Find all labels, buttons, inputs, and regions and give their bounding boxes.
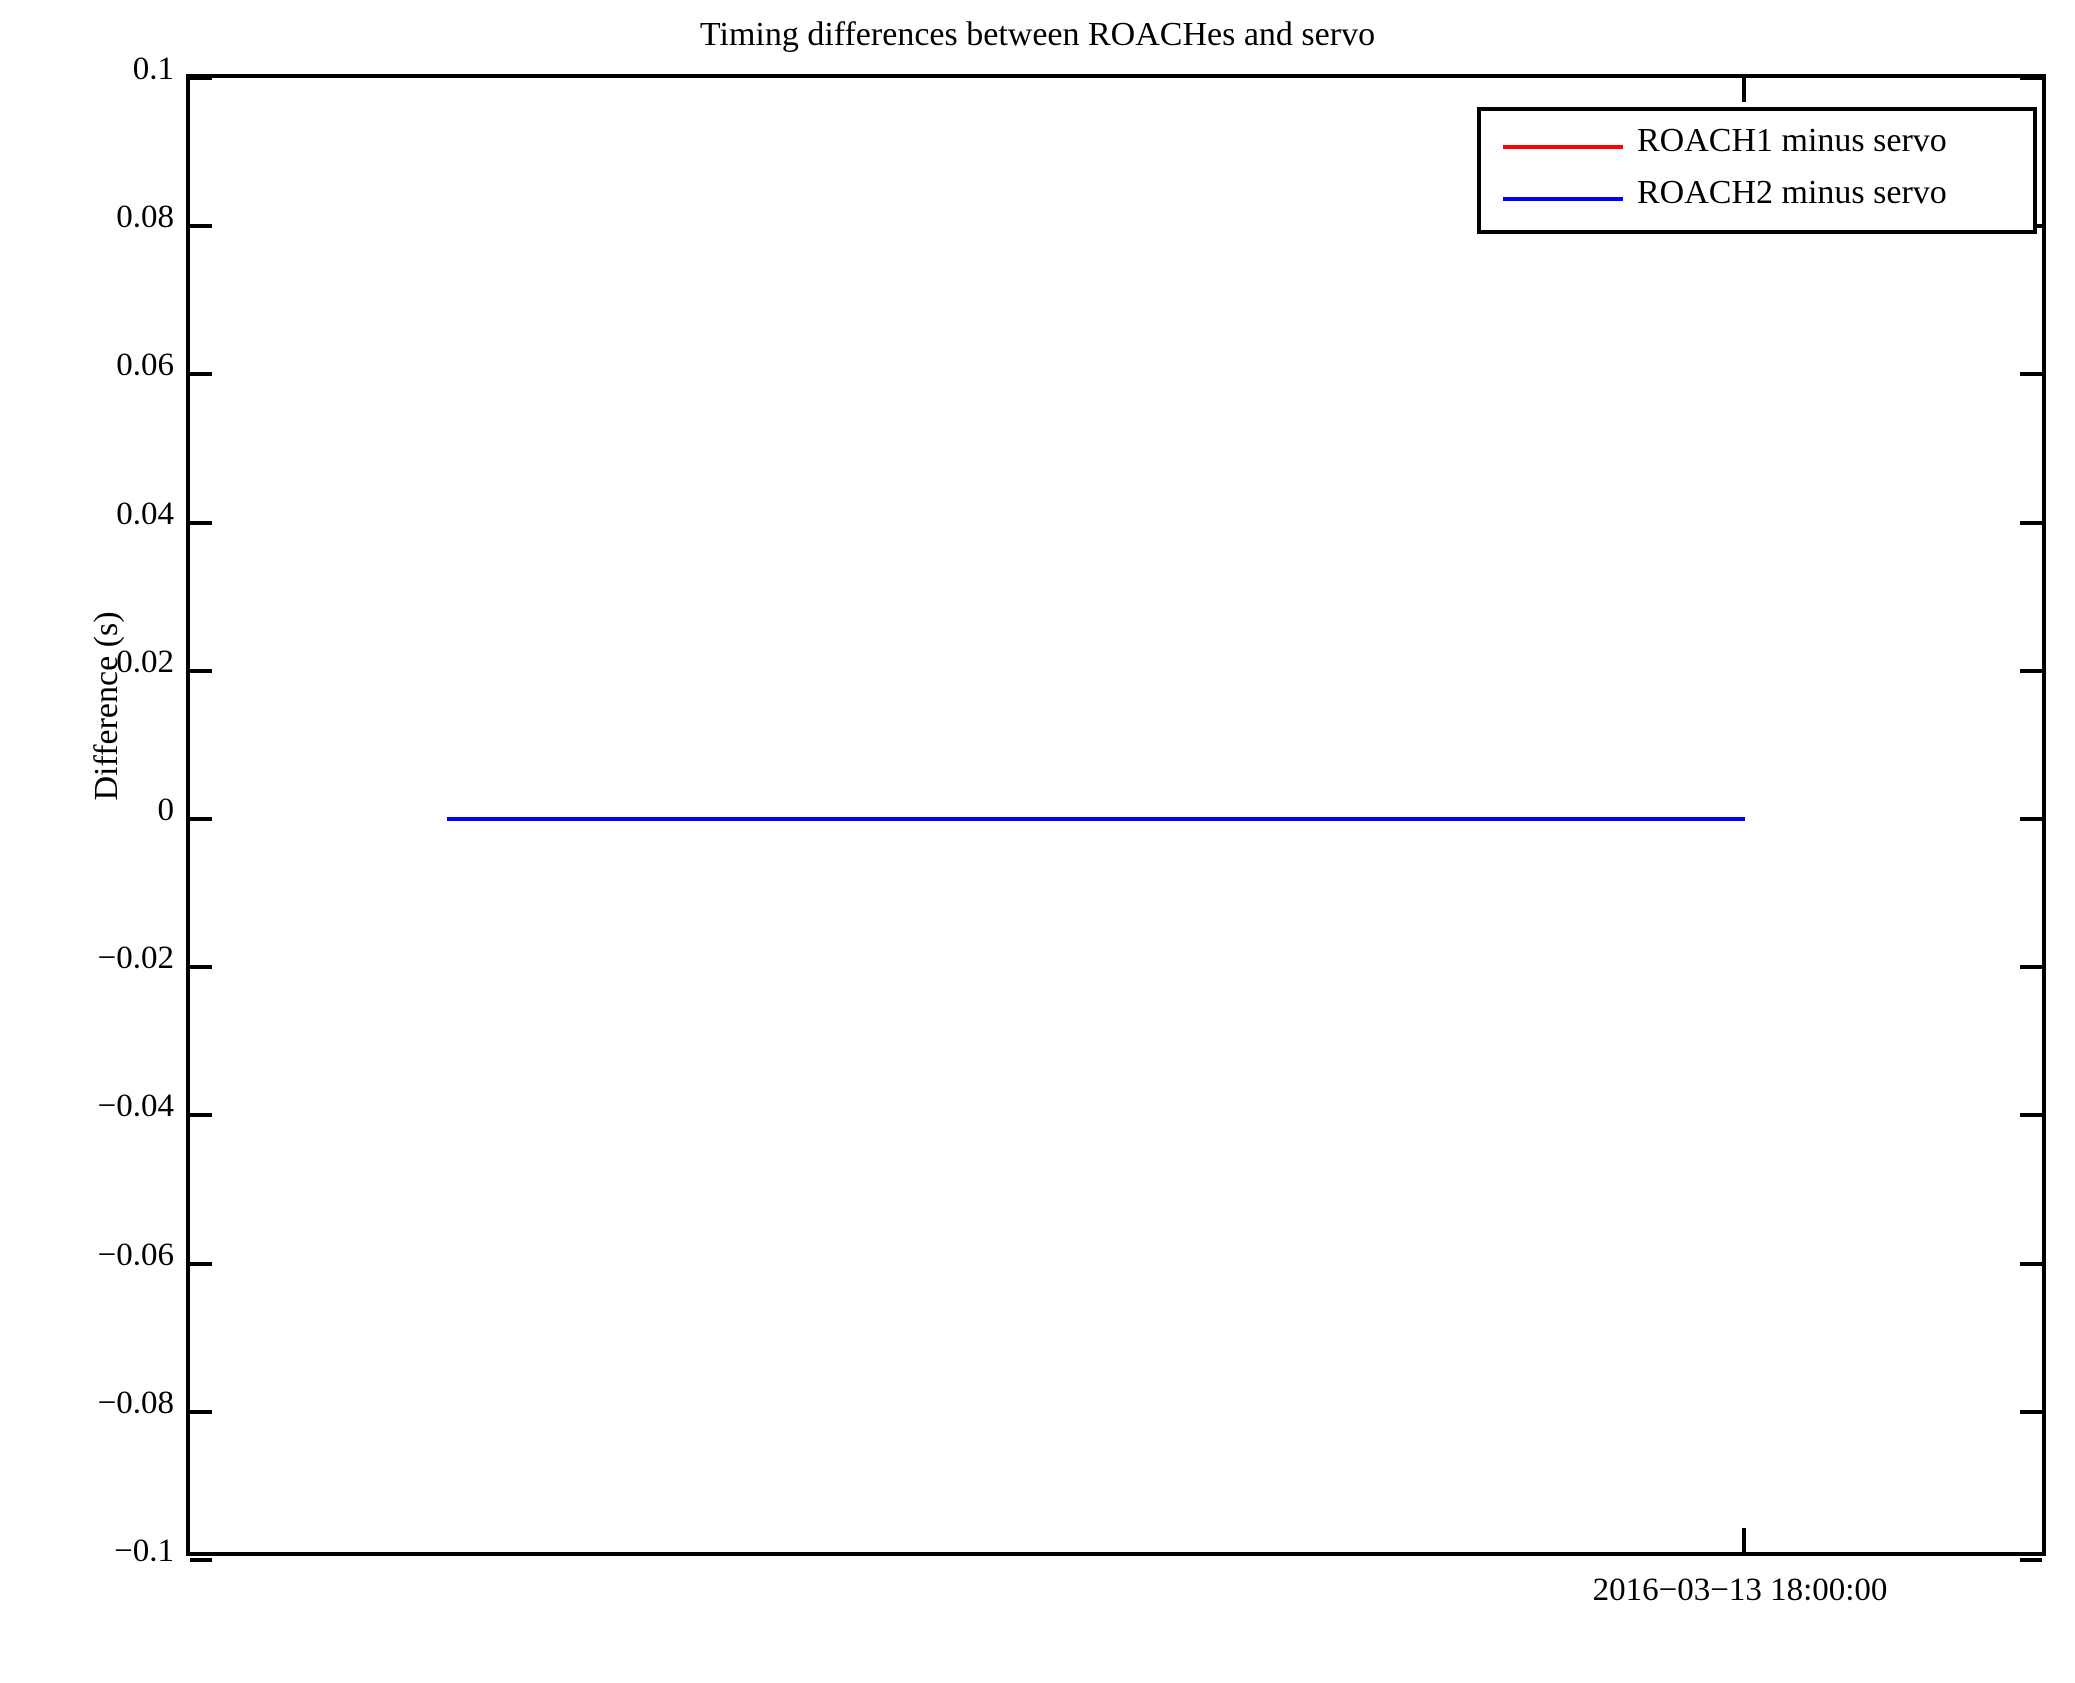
series-line (446, 817, 1745, 821)
y-tick-mark (2020, 965, 2042, 970)
y-tick-mark (2020, 668, 2042, 673)
y-tick-label: −0.1 (114, 1533, 174, 1569)
y-tick-label: 0.06 (116, 347, 174, 384)
y-tick-label: −0.06 (97, 1236, 174, 1273)
legend-label: ROACH2 minus servo (1637, 174, 1947, 211)
y-tick-label: 0.1 (132, 51, 174, 87)
page-title: Timing differences between ROACHes and s… (699, 16, 1376, 53)
y-axis-title: Difference (s) (88, 611, 125, 801)
x-tick-label: 2016−03−13 18:00:00 (1592, 1572, 1888, 1608)
y-tick-mark (190, 668, 212, 673)
y-tick-mark (2020, 1261, 2042, 1266)
y-tick-mark (190, 1261, 212, 1266)
y-tick-mark (190, 372, 212, 377)
y-tick-mark (190, 520, 212, 525)
y-tick-label: −0.04 (97, 1088, 174, 1125)
y-tick-mark (2020, 1558, 2042, 1562)
y-tick-mark (2020, 520, 2042, 525)
legend-label: ROACH1 minus servo (1637, 122, 1947, 159)
legend-color-swatch (1503, 197, 1623, 201)
y-tick-mark (2020, 372, 2042, 377)
y-tick-label: 0.08 (116, 199, 174, 236)
legend-color-swatch (1503, 145, 1623, 149)
y-tick-mark (190, 76, 212, 80)
y-tick-label: 0.04 (116, 495, 174, 532)
y-tick-label: −0.02 (97, 940, 174, 977)
y-tick-mark (190, 1409, 212, 1414)
x-tick-mark (1742, 1528, 1747, 1552)
y-tick-mark (2020, 1409, 2042, 1414)
legend-item[interactable]: ROACH1 minus servo (1481, 121, 2033, 171)
y-tick-label: 0.02 (116, 643, 174, 680)
y-tick-label: −0.08 (97, 1384, 174, 1421)
y-tick-mark (190, 224, 212, 229)
y-tick-mark (2020, 1113, 2042, 1118)
legend-item[interactable]: ROACH2 minus servo (1481, 173, 2033, 223)
y-tick-label: 0 (157, 792, 175, 828)
plot-area: ROACH1 minus servo ROACH2 minus servo (186, 74, 2046, 1562)
y-tick-mark (190, 1113, 212, 1118)
chart-legend: ROACH1 minus servo ROACH2 minus servo (1477, 107, 2037, 234)
y-tick-mark (190, 965, 212, 970)
y-tick-mark (2020, 817, 2042, 821)
y-tick-mark (190, 817, 212, 821)
y-tick-mark (190, 1558, 212, 1562)
x-tick-mark (1742, 78, 1747, 102)
y-tick-mark (2020, 76, 2042, 80)
